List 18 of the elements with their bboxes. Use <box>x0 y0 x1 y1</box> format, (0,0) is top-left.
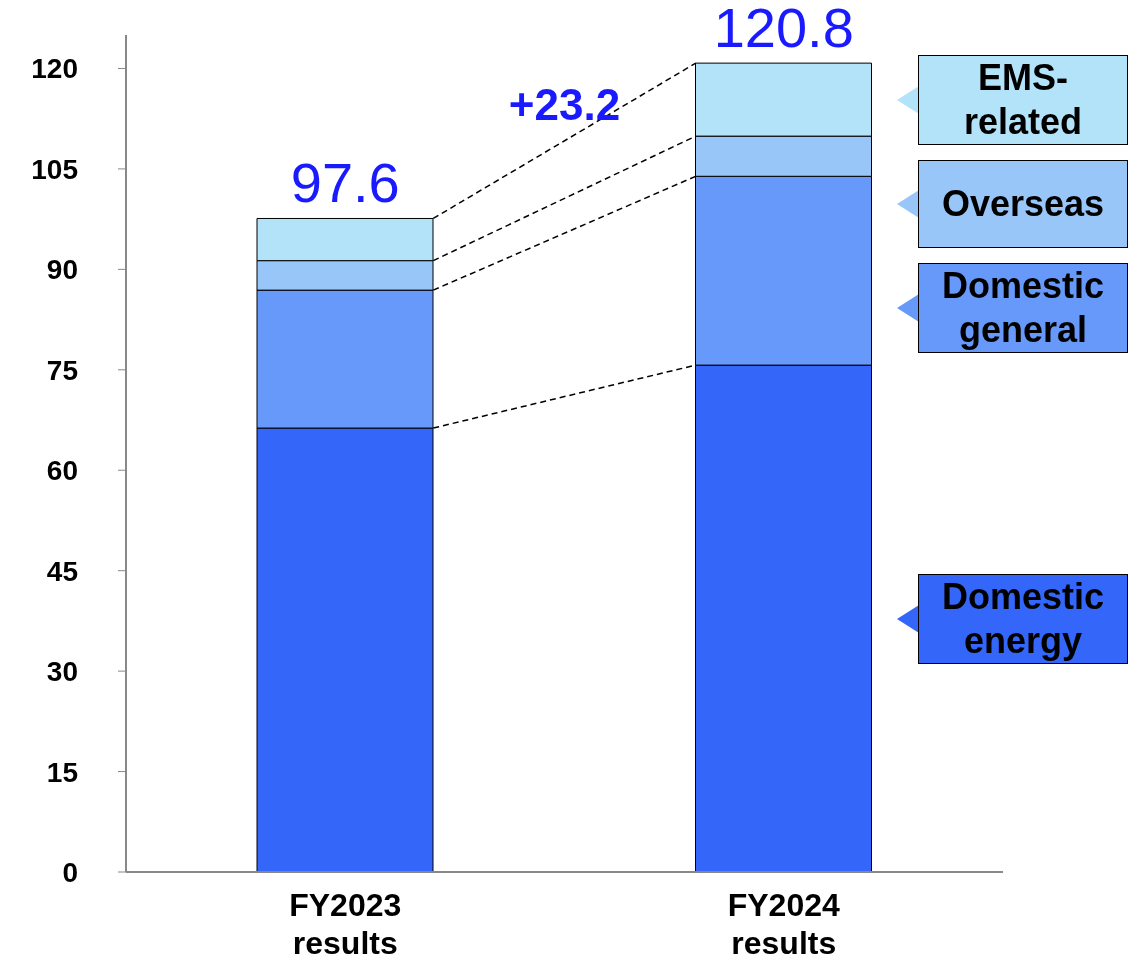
y-tick-label: 15 <box>46 756 78 788</box>
annotation: +23.2 <box>508 80 621 129</box>
y-tick-label: 45 <box>46 555 78 587</box>
y-tick-label: 75 <box>46 354 78 386</box>
y-tick-label: 0 <box>62 856 78 888</box>
legend-label: EMS-related <box>919 55 1127 144</box>
y-tick-label: 60 <box>46 455 78 487</box>
y-tick-label: 90 <box>46 254 78 286</box>
y-tick-label: 105 <box>31 153 78 185</box>
legend-label: Domestic general <box>919 263 1127 352</box>
legend-label: Domestic energy <box>919 574 1127 663</box>
y-tick-label: 120 <box>31 53 78 85</box>
legend-label: Overseas <box>940 181 1106 226</box>
y-tick-label: 30 <box>46 656 78 688</box>
total-label: 97.6 <box>290 151 400 215</box>
x-tick-label: FY2023 results <box>289 887 402 961</box>
total-label: 120.8 <box>713 0 854 60</box>
x-tick-label: FY2024 results <box>727 887 840 961</box>
